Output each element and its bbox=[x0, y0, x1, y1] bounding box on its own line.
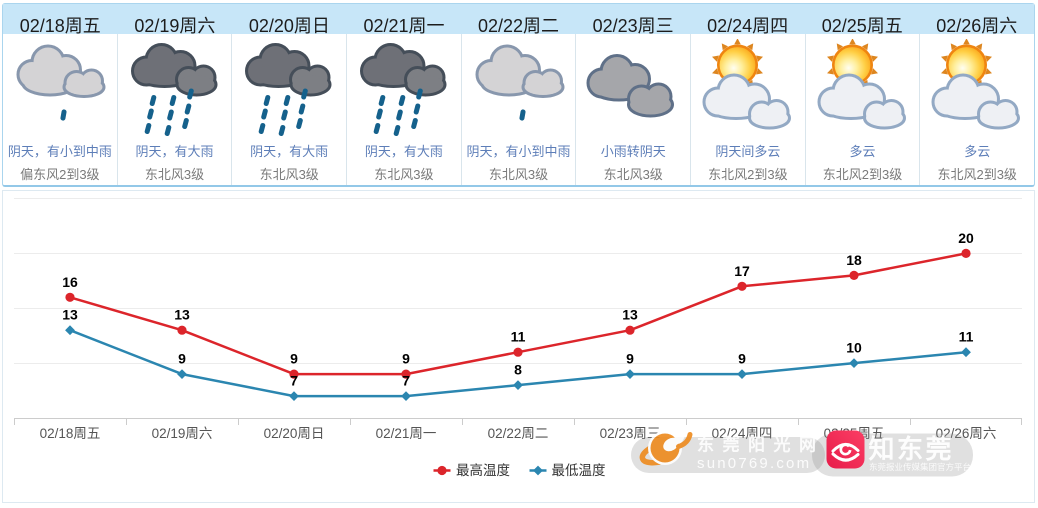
svg-text:东莞阳光网: 东莞阳光网 bbox=[697, 435, 825, 455]
svg-text:02/24周四: 02/24周四 bbox=[712, 426, 773, 441]
svg-text:9: 9 bbox=[626, 351, 634, 367]
svg-text:9: 9 bbox=[402, 351, 410, 367]
svg-text:东莞报业传媒集团官方平台: 东莞报业传媒集团官方平台 bbox=[869, 462, 971, 472]
svg-text:9: 9 bbox=[290, 351, 298, 367]
svg-text:9: 9 bbox=[738, 351, 746, 367]
svg-text:9: 9 bbox=[178, 351, 186, 367]
svg-text:16: 16 bbox=[62, 274, 78, 290]
svg-text:7: 7 bbox=[290, 373, 298, 389]
svg-text:20: 20 bbox=[958, 230, 974, 246]
svg-text:7: 7 bbox=[402, 373, 410, 389]
svg-text:最高温度: 最高温度 bbox=[456, 462, 510, 478]
svg-text:02/22周二: 02/22周二 bbox=[488, 426, 549, 441]
svg-text:13: 13 bbox=[622, 307, 638, 323]
svg-text:17: 17 bbox=[734, 263, 750, 279]
svg-text:sun0769.com: sun0769.com bbox=[697, 455, 811, 472]
svg-text:02/20周日: 02/20周日 bbox=[264, 426, 325, 441]
svg-text:10: 10 bbox=[846, 340, 862, 356]
svg-text:02/23周三: 02/23周三 bbox=[600, 426, 661, 441]
svg-text:8: 8 bbox=[514, 362, 522, 378]
svg-text:02/19周六: 02/19周六 bbox=[152, 426, 213, 441]
svg-text:13: 13 bbox=[174, 307, 190, 323]
svg-text:13: 13 bbox=[62, 307, 78, 323]
svg-text:知东莞: 知东莞 bbox=[869, 434, 955, 464]
svg-text:11: 11 bbox=[511, 329, 526, 345]
svg-text:02/18周五: 02/18周五 bbox=[40, 426, 101, 441]
svg-text:最低温度: 最低温度 bbox=[552, 463, 606, 478]
svg-text:18: 18 bbox=[846, 252, 862, 268]
svg-text:11: 11 bbox=[959, 329, 974, 345]
svg-text:02/26周六: 02/26周六 bbox=[936, 426, 997, 441]
svg-text:02/21周一: 02/21周一 bbox=[376, 426, 437, 441]
